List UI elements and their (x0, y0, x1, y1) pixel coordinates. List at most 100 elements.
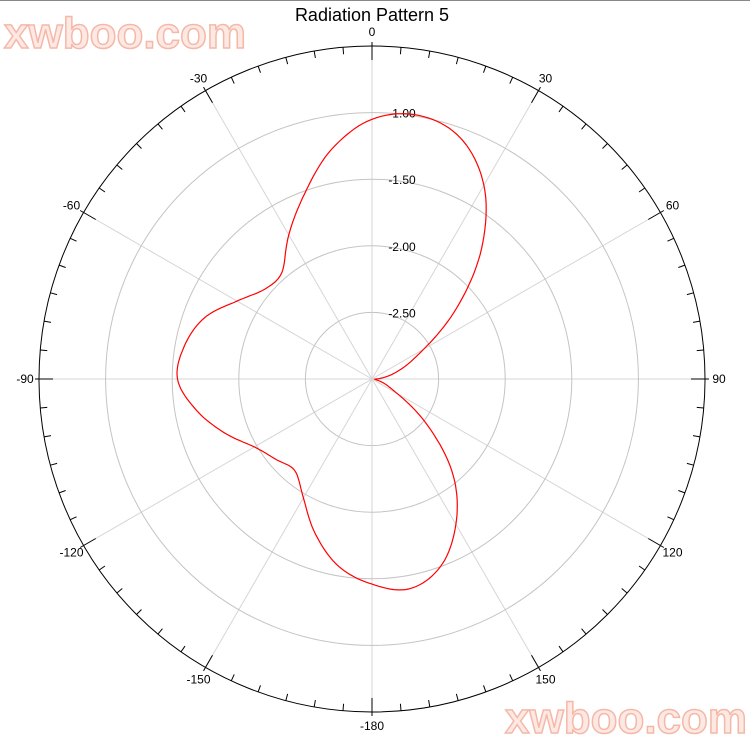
minor-tick (581, 123, 587, 130)
minor-tick (313, 699, 316, 708)
ring-gridline (238, 245, 506, 513)
series-line (176, 113, 487, 591)
angle-axis: 0 30 60 90 120 150 -180 -150 -120 -90 -60 -30 (16, 25, 726, 733)
minor-tick (509, 76, 514, 84)
minor-tick (509, 674, 514, 682)
minor-tick (313, 50, 316, 59)
spoke-gridline (205, 378, 373, 668)
minor-tick (180, 105, 186, 113)
angle-tick-label: -30 (190, 71, 208, 85)
minor-tick (428, 50, 431, 59)
major-tick (79, 210, 96, 220)
minor-tick (686, 292, 694, 296)
angle-tick-label: -90 (16, 372, 34, 386)
radial-tick-label: -1.50 (388, 173, 416, 187)
major-tick (79, 538, 96, 548)
minor-tick (285, 693, 289, 701)
minor-tick (696, 349, 704, 352)
minor-tick (342, 47, 345, 55)
spoke-gridline (83, 212, 373, 380)
minor-tick (58, 490, 66, 494)
minor-tick (558, 645, 564, 653)
minor-tick (483, 685, 487, 693)
ring-gridline (304, 311, 440, 447)
major-tick (203, 86, 213, 103)
minor-tick (667, 516, 675, 521)
minor-tick (621, 588, 628, 594)
minor-tick (69, 237, 77, 242)
minor-tick (602, 609, 608, 615)
minor-tick (455, 57, 459, 65)
minor-tick (692, 320, 701, 323)
radial-tick-label: -2.00 (388, 240, 416, 254)
minor-tick (43, 320, 52, 323)
minor-tick (558, 105, 564, 113)
spoke-gridline (83, 378, 373, 546)
angle-tick-label: 30 (539, 71, 553, 85)
spoke-gridline (371, 90, 539, 380)
angle-tick-label: 120 (662, 546, 682, 560)
spoke-gridline (371, 212, 661, 380)
minor-tick (98, 187, 106, 193)
ring-gridline (171, 178, 573, 580)
series-layer (176, 113, 487, 591)
major-tick (648, 210, 665, 220)
minor-tick (136, 143, 142, 149)
minor-tick (686, 462, 694, 466)
minor-tick (399, 703, 402, 711)
minor-tick (696, 406, 704, 409)
minor-tick (40, 349, 48, 352)
minor-tick (285, 57, 289, 65)
minor-tick (667, 237, 675, 242)
minor-tick (638, 187, 646, 193)
minor-tick (692, 435, 701, 438)
minor-tick (678, 490, 686, 494)
minor-tick (69, 516, 77, 521)
minor-tick (257, 65, 261, 73)
spoke-gridline (371, 378, 661, 546)
minor-tick (116, 588, 123, 594)
minor-tick (399, 47, 402, 55)
minor-tick (621, 164, 628, 170)
minor-tick (483, 65, 487, 73)
minor-tick (43, 435, 52, 438)
watermark-top: xwboo.com (4, 9, 246, 58)
minor-tick (257, 685, 261, 693)
major-tick (531, 86, 541, 103)
angle-tick-label: 90 (712, 372, 726, 386)
angle-tick-label: 60 (666, 199, 680, 213)
minor-tick (58, 264, 66, 268)
watermark-bottom: xwboo.com (505, 694, 747, 738)
minor-tick (455, 693, 459, 701)
radial-labels: -1.00-1.50-2.00-2.50 (388, 107, 416, 321)
angle-tick-label: 150 (535, 673, 555, 687)
minor-tick (157, 123, 163, 130)
spoke-gridline (371, 378, 539, 668)
minor-tick (230, 76, 235, 84)
minor-tick (342, 703, 345, 711)
angle-tick-label: -60 (63, 199, 81, 213)
angle-tick-label: -150 (186, 673, 210, 687)
minor-tick (98, 565, 106, 571)
minor-tick (50, 292, 58, 296)
angle-tick-label: -120 (59, 546, 83, 560)
major-tick (531, 655, 541, 672)
minor-tick (428, 699, 431, 708)
ring-gridline (105, 112, 639, 646)
minor-tick (116, 164, 123, 170)
chart-title: Radiation Pattern 5 (295, 5, 449, 25)
angle-tick-label: 0 (369, 25, 376, 39)
minor-tick (136, 609, 142, 615)
major-tick (648, 538, 665, 548)
minor-tick (157, 628, 163, 635)
minor-tick (40, 406, 48, 409)
radial-tick-label: -2.50 (388, 306, 416, 320)
major-tick (203, 655, 213, 672)
minor-tick (581, 628, 587, 635)
minor-tick (638, 565, 646, 571)
minor-tick (50, 462, 58, 466)
minor-tick (602, 143, 608, 149)
minor-tick (230, 674, 235, 682)
angle-tick-label: -180 (360, 719, 384, 733)
